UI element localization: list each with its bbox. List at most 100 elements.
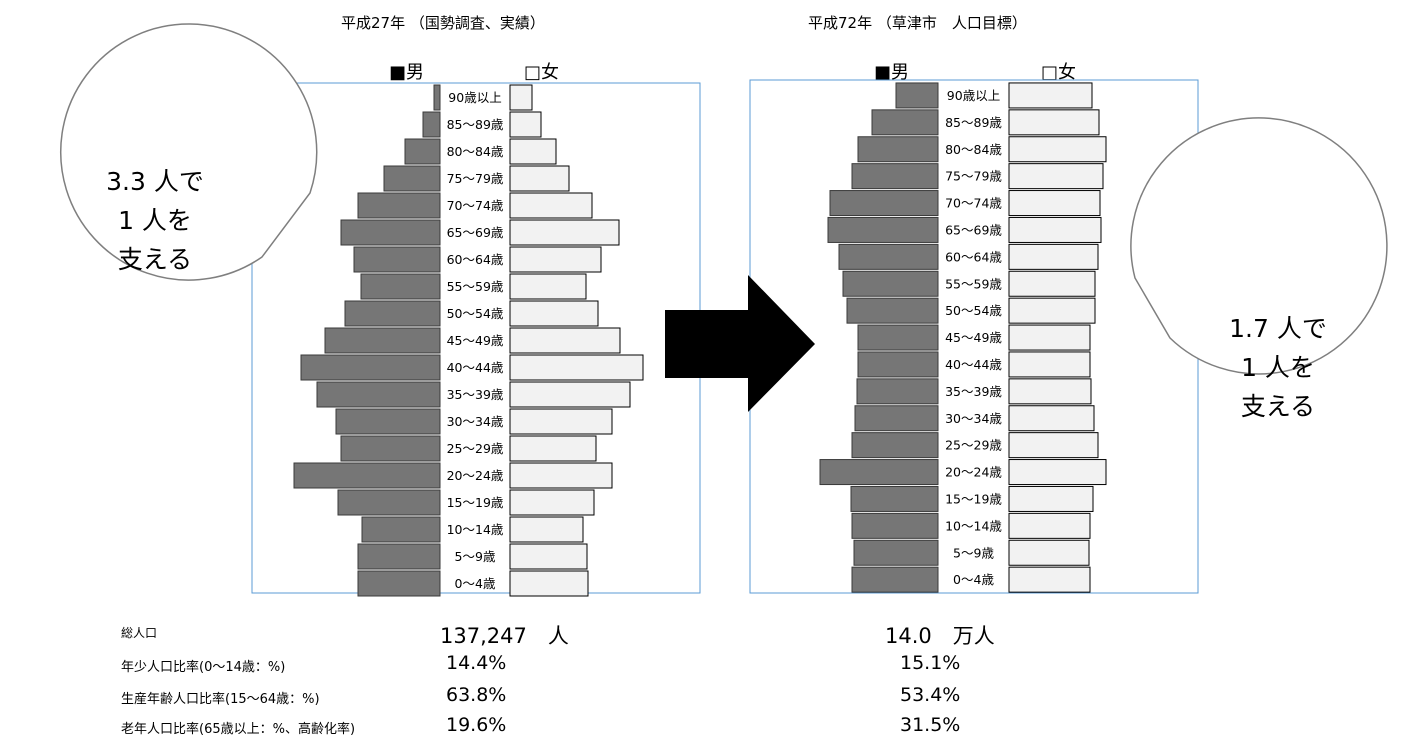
right-bubble-line2: 1 人を (1241, 353, 1315, 382)
left-female-bar (509, 435, 597, 462)
left-female-bar (509, 570, 589, 597)
right-age-label: 15～19歳 (945, 491, 1002, 506)
right-male-bar (857, 136, 939, 163)
right-female-bar (1008, 539, 1090, 566)
left-bubble-line1: 3.3 人で (106, 167, 204, 196)
left-age-label: 55～59歳 (447, 279, 504, 294)
right-age-label: 50～54歳 (945, 303, 1002, 318)
right-female-bar (1008, 109, 1100, 136)
right-male-bar (846, 297, 939, 324)
right-age-label: 20～24歳 (945, 465, 1002, 480)
left-female-bar (509, 165, 570, 192)
left-female-bar (509, 381, 631, 408)
right-male-bar (829, 190, 939, 217)
right-bubble-text: 1.7 人で 1 人を 支える (1198, 309, 1358, 426)
right-legend-male: ■男 (874, 62, 910, 83)
left-age-label: 10～14歳 (447, 522, 504, 537)
right-age-label: 85～89歳 (945, 115, 1002, 130)
left-chart-title: 平成27年 （国勢調査、実績） (341, 14, 545, 32)
left-male-bar (357, 192, 441, 219)
left-female-bar (509, 273, 587, 300)
right-female-bar (1008, 405, 1095, 432)
right-male-bar (856, 378, 939, 405)
left-female-bar (509, 462, 613, 489)
left-age-label: 60～64歳 (447, 252, 504, 267)
left-male-bar (404, 138, 441, 165)
left-female-bar (509, 138, 557, 165)
left-bubble-text: 3.3 人で 1 人を 支える (70, 162, 240, 279)
right-age-label: 80～84歳 (945, 142, 1002, 157)
right-male-bar (851, 432, 939, 459)
stat-working-right: 53.4% (900, 684, 961, 706)
left-female-bar (509, 219, 620, 246)
right-male-bar (871, 109, 939, 136)
left-age-label: 75～79歳 (447, 171, 504, 186)
left-age-label: 30～34歳 (447, 414, 504, 429)
right-male-bar (827, 216, 939, 243)
left-age-label: 85～89歳 (447, 117, 504, 132)
right-arrow-icon (665, 275, 815, 412)
right-female-bar (1008, 566, 1091, 593)
left-male-bar (422, 111, 441, 138)
left-bubble-line2: 1 人を (118, 206, 192, 235)
right-age-label: 60～64歳 (945, 249, 1002, 264)
right-male-bar (851, 566, 939, 593)
left-male-bar (335, 408, 441, 435)
left-male-bar (357, 543, 441, 570)
right-female-bar (1008, 351, 1091, 378)
right-male-bar (851, 512, 939, 539)
left-female-bar (509, 327, 621, 354)
right-age-label: 0～4歳 (953, 572, 994, 587)
right-age-label: 90歳以上 (947, 88, 1000, 103)
right-female-bar (1008, 485, 1094, 512)
stat-total-right: 14.0 万人 (885, 624, 995, 648)
left-age-label: 20～24歳 (447, 468, 504, 483)
right-female-bar (1008, 243, 1099, 270)
left-male-bar (324, 327, 441, 354)
right-male-bar (850, 485, 939, 512)
right-female-bar (1008, 270, 1096, 297)
right-female-bar (1008, 297, 1096, 324)
right-male-bar (842, 270, 939, 297)
stat-young-right: 15.1% (900, 652, 961, 674)
left-speech-bubble (60, 23, 318, 281)
stat-working-label: 生産年齢人口比率(15～64歳：%) (121, 692, 320, 707)
left-male-bar (433, 84, 441, 111)
right-male-bar (895, 82, 939, 109)
left-female-bar (509, 543, 588, 570)
right-female-bar (1008, 190, 1101, 217)
left-age-label: 40～44歳 (447, 360, 504, 375)
left-legend-female: □女 (524, 62, 560, 83)
right-age-label: 25～29歳 (945, 438, 1002, 453)
right-age-label: 35～39歳 (945, 384, 1002, 399)
left-male-bar (361, 516, 441, 543)
right-chart-title: 平成72年 （草津市 人口目標） (808, 14, 1027, 32)
right-female-bar (1008, 324, 1091, 351)
left-female-bar (509, 300, 599, 327)
left-age-label: 15～19歳 (447, 495, 504, 510)
right-legend-female: □女 (1041, 62, 1077, 83)
right-age-label: 45～49歳 (945, 330, 1002, 345)
stat-elderly-left: 19.6% (446, 714, 507, 736)
left-age-label: 0～4歳 (455, 576, 496, 591)
stat-working-left: 63.8% (446, 684, 507, 706)
right-female-bar (1008, 163, 1104, 190)
left-age-label: 25～29歳 (447, 441, 504, 456)
right-female-bar (1008, 378, 1092, 405)
left-age-label: 65～69歳 (447, 225, 504, 240)
right-male-bar (819, 459, 939, 486)
left-age-label: 80～84歳 (447, 144, 504, 159)
right-female-bar (1008, 82, 1093, 109)
right-male-bar (857, 324, 939, 351)
left-male-bar (293, 462, 441, 489)
left-male-bar (360, 273, 441, 300)
right-pyramid: 90歳以上 85～89歳 80～84歳 75～79歳 70～74歳 65～69歳 60～64… (819, 82, 1107, 593)
stat-total-left: 137,247 人 (440, 624, 569, 648)
right-age-label: 55～59歳 (945, 276, 1002, 291)
stat-young-left: 14.4% (446, 652, 507, 674)
stat-elderly-right: 31.5% (900, 714, 961, 736)
left-female-bar (509, 489, 595, 516)
left-female-bar (509, 111, 542, 138)
right-male-bar (838, 243, 939, 270)
